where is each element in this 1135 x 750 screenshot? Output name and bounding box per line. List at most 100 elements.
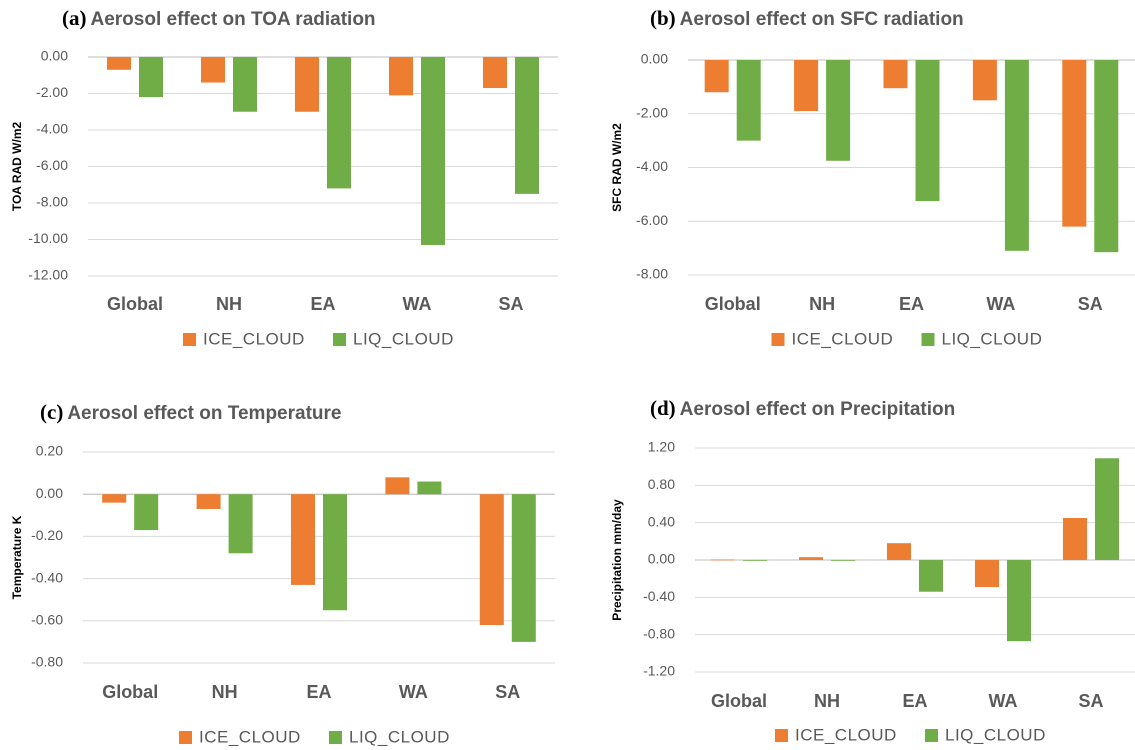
chart-title: Aerosol effect on TOA radiation [91, 9, 376, 30]
chart-title: Aerosol effect on SFC radiation [680, 9, 964, 30]
legend-swatch [179, 731, 192, 744]
y-axis-label: Precipitation mm/day [610, 499, 624, 621]
y-tick-label: -1.20 [643, 663, 675, 679]
bar [323, 494, 347, 611]
y-tick-label: -8.00 [636, 266, 668, 282]
x-tick-label: SA [1078, 294, 1103, 314]
bar [417, 481, 442, 495]
x-tick-label: EA [899, 294, 924, 314]
panel-label: (c) [40, 400, 63, 424]
legend-swatch [925, 729, 938, 742]
bar [295, 57, 319, 112]
bar [887, 543, 911, 560]
y-tick-label: 0.40 [648, 513, 675, 529]
bar [102, 494, 127, 503]
chart-panel: (a) Aerosol effect on TOA radiation TOA RA… [10, 6, 558, 348]
x-tick-label: Global [711, 691, 767, 711]
bar [1007, 560, 1031, 642]
x-tick-label: SA [495, 682, 520, 702]
bar [919, 560, 943, 592]
x-tick-label: SA [1078, 691, 1103, 711]
bar [291, 494, 315, 585]
y-axis-label: Temperature K [10, 515, 24, 599]
chart-heading: (b) Aerosol effect on SFC radiation [650, 6, 964, 30]
bar [975, 560, 999, 588]
bar [743, 560, 767, 561]
x-tick-label: Global [107, 294, 163, 314]
y-tick-label: 0.00 [36, 485, 63, 501]
chart-title: Aerosol effect on Temperature [67, 403, 341, 424]
legend-label: LIQ_CLOUD [945, 725, 1046, 744]
chart-title: Aerosol effect on Precipitation [680, 399, 956, 420]
bar [1004, 60, 1029, 251]
y-axis-label: SFC RAD W/m2 [610, 123, 624, 212]
y-tick-label: -0.80 [31, 654, 63, 670]
legend-swatch [775, 729, 788, 742]
x-tick-label: Global [705, 294, 761, 314]
chart-panel: (c) Aerosol effect on Temperature Temperat… [10, 400, 555, 746]
chart-panel: (b) Aerosol effect on SFC radiation SFC RA… [610, 6, 1135, 348]
legend-swatch [183, 333, 196, 346]
legend-label: ICE_CLOUD [203, 329, 305, 348]
y-tick-label: -0.40 [31, 569, 63, 585]
y-tick-label: -4.00 [636, 158, 668, 174]
bar [389, 57, 413, 96]
y-tick-label: -12.00 [28, 267, 68, 283]
x-tick-label: NH [809, 294, 835, 314]
x-tick-label: WA [989, 691, 1018, 711]
legend-label: LIQ_CLOUD [353, 329, 454, 348]
chart-heading: (a) Aerosol effect on TOA radiation [62, 6, 376, 30]
bar [915, 60, 940, 202]
chart-heading: (c) Aerosol effect on Temperature [40, 400, 341, 424]
bar [1094, 60, 1119, 253]
x-tick-label: WA [986, 294, 1015, 314]
y-tick-label: -6.00 [636, 212, 668, 228]
y-tick-label: 0.20 [36, 443, 63, 459]
x-tick-label: WA [399, 682, 428, 702]
bar [385, 477, 410, 495]
bar [511, 494, 536, 642]
y-tick-label: -0.20 [31, 527, 63, 543]
bar [421, 57, 445, 245]
legend-label: LIQ_CLOUD [349, 727, 450, 746]
panel-label: (a) [62, 6, 87, 30]
bar [196, 494, 221, 509]
bar [139, 57, 163, 98]
bar [972, 60, 997, 101]
y-tick-label: -0.40 [643, 588, 675, 604]
chart-heading: (d) Aerosol effect on Precipitation [650, 396, 955, 420]
legend-swatch [921, 333, 935, 346]
bar [201, 57, 225, 83]
y-tick-label: -0.60 [31, 612, 63, 628]
bar [327, 57, 351, 189]
x-tick-label: Global [102, 682, 158, 702]
x-tick-label: EA [902, 691, 927, 711]
legend-label: ICE_CLOUD [795, 725, 897, 744]
legend-label: ICE_CLOUD [199, 727, 301, 746]
y-tick-label: -4.00 [36, 121, 68, 137]
bar [107, 57, 131, 70]
panel-label: (d) [650, 396, 676, 420]
x-tick-label: EA [306, 682, 331, 702]
bar [794, 60, 819, 112]
legend-label: LIQ_CLOUD [942, 329, 1043, 348]
y-tick-label: -6.00 [36, 157, 68, 173]
bar [799, 557, 823, 560]
y-tick-label: -2.00 [636, 104, 668, 120]
bar [831, 560, 855, 561]
legend-swatch [329, 731, 342, 744]
y-tick-label: -0.80 [643, 625, 675, 641]
y-tick-label: 1.20 [648, 439, 675, 455]
x-tick-label: WA [403, 294, 432, 314]
legend-swatch [333, 333, 346, 346]
y-tick-label: 0.80 [648, 476, 675, 492]
y-axis-label: TOA RAD W/m2 [10, 122, 24, 212]
bar [1095, 458, 1119, 560]
legend-swatch [771, 333, 785, 346]
y-tick-label: -8.00 [36, 194, 68, 210]
x-tick-label: EA [310, 294, 335, 314]
bar [736, 60, 761, 141]
bar [483, 57, 507, 89]
y-tick-label: 0.00 [648, 551, 675, 567]
